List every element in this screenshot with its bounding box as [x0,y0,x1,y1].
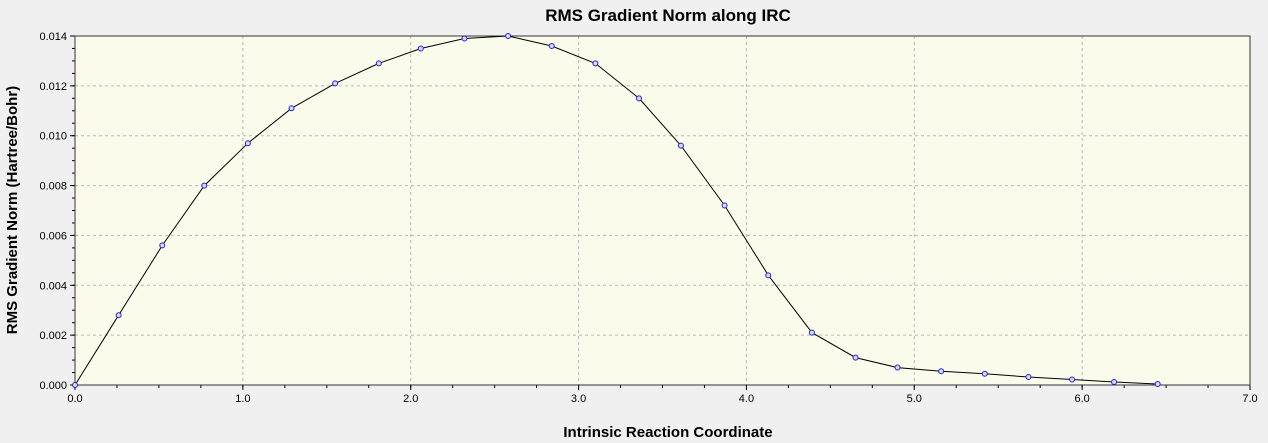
y-axis-label: RMS Gradient Norm (Hartree/Bohr) [4,86,21,334]
data-point [1111,379,1118,386]
data-point [115,312,122,319]
data-point [1069,376,1076,383]
data-point [765,272,772,279]
data-point-markers [72,33,1161,388]
grid-lines [75,36,1250,385]
data-point [808,329,815,336]
data-point [461,35,468,42]
y-tick-label: 0.008 [39,181,67,193]
y-tick-label: 0.004 [39,280,67,292]
data-point [288,105,295,112]
plot-area [75,36,1250,385]
x-tick-label: 6.0 [1074,393,1089,405]
data-point [938,368,945,375]
series-line-layer [74,35,1158,386]
series-line [74,35,1158,386]
data-point [981,370,988,377]
data-point [1025,374,1032,381]
data-point [72,382,78,388]
y-tick-label: 0.000 [39,380,67,392]
x-tick-label: 1.0 [235,393,250,405]
x-tick-label: 2.0 [403,393,418,405]
data-point [505,33,512,39]
data-point [244,140,251,147]
axes: 0.0 1.0 2.0 3.0 4.0 5.0 6.0 7.0 0.000 0.002 0.004 0… [39,31,1257,405]
data-point [159,242,166,249]
x-axis-label: Intrinsic Reaction Coordinate [563,424,772,441]
chart-title: RMS Gradient Norm along IRC [545,6,791,25]
y-tick-label: 0.006 [39,230,67,242]
data-point [592,60,599,67]
data-point [201,182,208,189]
x-tick-label: 7.0 [1242,393,1257,405]
data-point [1154,381,1161,388]
data-point [852,354,859,361]
data-point [332,80,339,87]
data-point [417,45,424,52]
y-tick-label: 0.002 [39,330,67,342]
x-tick-label: 4.0 [739,393,754,405]
data-point [721,202,728,209]
data-point [548,42,555,49]
x-tick-label: 3.0 [571,393,586,405]
x-tick-label: 0.0 [67,393,82,405]
data-point [375,60,382,67]
data-point [677,142,684,149]
plot-frame [74,35,1251,386]
y-tick-label: 0.012 [39,81,67,93]
data-point [894,364,901,371]
y-tick-label: 0.014 [39,31,67,43]
x-tick-label: 5.0 [907,393,922,405]
data-point [636,95,642,102]
y-tick-label: 0.010 [39,131,67,143]
